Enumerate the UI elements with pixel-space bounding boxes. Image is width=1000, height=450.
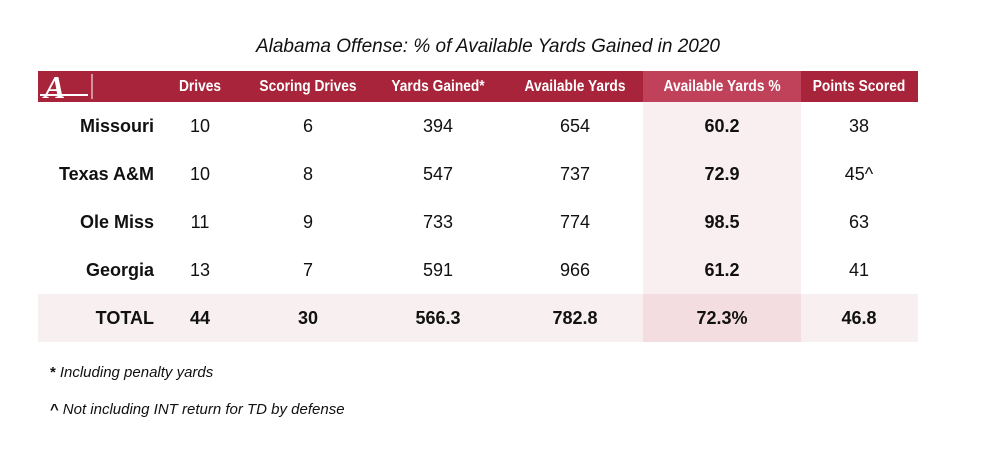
available-yards-pct-value: 98.5 [643,198,801,246]
header-scoring-drives: Scoring Drives [259,78,357,95]
footnote-int-return: ^ Not including INT return for TD by defe… [50,401,345,418]
drives-value: 11 [190,212,210,232]
table-header: A Drives Scoring Drives Yards Gained* Av… [38,69,918,105]
total-points-scored: 46.8 [841,308,877,328]
scoring-drives-value: 9 [302,212,313,232]
chart-title: Alabama Offense: % of Available Yards Ga… [255,36,721,57]
available-yards-value: 654 [559,116,591,136]
footnote-text: Not including INT return for TD by defen… [62,401,345,418]
team-name: Ole Miss [79,212,154,232]
yards-gained-value: 547 [422,164,454,184]
header-points-scored: Points Scored [812,78,906,95]
table-row: Texas A&M 10 8 547 737 72.9 45^ [38,150,918,198]
total-label: TOTAL [95,308,154,328]
footnote-symbol: * [50,364,56,381]
total-drives: 44 [189,308,211,328]
header-drives: Drives [178,78,222,95]
table-row: Ole Miss 11 9 733 774 98.5 63 [38,198,918,246]
total-available-yards: 782.8 [552,308,598,328]
drives-value: 10 [189,116,211,136]
available-yards-value: 966 [559,260,591,280]
drives-value: 10 [189,164,211,184]
total-scoring-drives: 30 [297,308,319,328]
available-yards-value: 774 [559,212,591,232]
footnote-penalty-yards: * Including penalty yards [50,364,213,381]
footnote-text: Including penalty yards [59,364,214,381]
points-scored-value: 63 [848,212,870,232]
total-available-yards-pct: 72.3% [643,294,801,342]
header-yards-gained: Yards Gained* [391,78,485,95]
available-yards-pct-value: 61.2 [643,246,801,294]
header-available-yards-pct: Available Yards % [643,71,801,102]
table-row: Missouri 10 6 394 654 60.2 38 [38,102,918,150]
yards-gained-value: 733 [422,212,454,232]
svg-text:A: A [42,71,65,102]
drives-value: 13 [189,260,211,280]
yards-gained-value: 394 [422,116,454,136]
total-row: TOTAL 44 30 566.3 782.8 72.3% 46.8 [38,294,918,342]
team-name: Texas A&M [58,164,154,184]
points-scored-value: 41 [848,260,870,280]
points-scored-value: 45^ [844,164,874,184]
table-row: Georgia 13 7 591 966 61.2 41 [38,246,918,294]
scoring-drives-value: 7 [302,260,313,280]
points-scored-value: 38 [848,116,870,136]
alabama-script-a-logo: A [38,69,94,105]
total-yards-gained: 566.3 [415,308,461,328]
footnote-symbol: ^ [50,401,59,418]
yards-gained-value: 591 [422,260,454,280]
available-yards-value: 737 [559,164,591,184]
header-available-yards: Available Yards [524,78,626,95]
team-name: Missouri [79,116,154,136]
team-name: Georgia [85,260,154,280]
available-yards-pct-value: 60.2 [643,102,801,150]
available-yards-pct-value: 72.9 [643,150,801,198]
scoring-drives-value: 8 [302,164,313,184]
stats-table: A Drives Scoring Drives Yards Gained* Av… [38,69,918,342]
scoring-drives-value: 6 [302,116,313,136]
